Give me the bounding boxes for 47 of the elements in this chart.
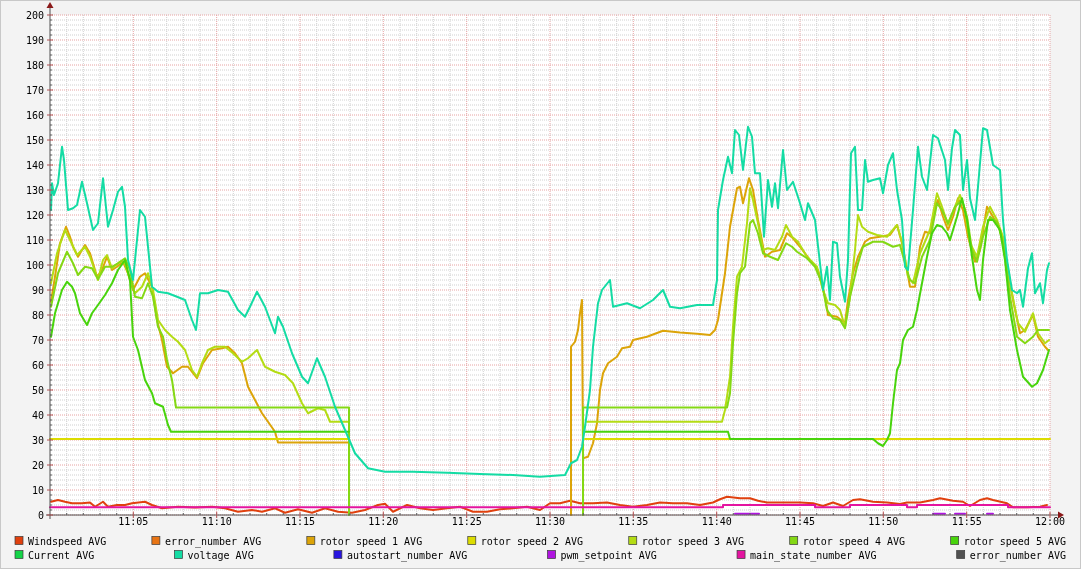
x-tick-label: 11:35 (618, 516, 649, 527)
x-tick-label: 12:00 (1034, 516, 1066, 527)
legend-label: Windspeed AVG (28, 535, 107, 547)
y-tick-label: 160 (25, 109, 44, 121)
y-tick-label: 170 (25, 84, 44, 96)
x-tick-label: 11:25 (451, 516, 482, 527)
y-tick-label: 110 (25, 234, 44, 246)
y-tick-label: 10 (31, 484, 44, 496)
y-tick-label: 150 (25, 134, 44, 146)
y-tick-label: 20 (31, 459, 44, 471)
y-tick-label: 40 (31, 409, 44, 421)
legend-label: rotor speed 4 AVG (802, 535, 906, 547)
y-tick-label: 120 (25, 209, 44, 221)
legend-label: voltage AVG (187, 549, 254, 561)
y-tick-label: 190 (25, 34, 44, 46)
x-tick-label: 11:50 (868, 516, 899, 527)
y-tick-label: 30 (31, 434, 44, 446)
y-tick-label: 130 (25, 184, 44, 196)
y-tick-label: 50 (31, 384, 44, 396)
legend-label: error_number AVG (969, 549, 1067, 562)
legend-label: autostart_number AVG (346, 549, 468, 562)
legend-label: pwm_setpoint AVG (560, 549, 657, 562)
y-tick-label: 60 (31, 359, 44, 371)
legend-label: rotor speed 3 AVG (641, 535, 745, 547)
x-tick-label: 11:05 (118, 516, 149, 527)
legend-label: rotor speed 1 AVG (319, 535, 423, 547)
line-series (50, 125, 1050, 478)
x-tick-label: 11:10 (201, 516, 232, 527)
x-tick-label: 11:55 (951, 516, 982, 527)
y-tick-label: 80 (31, 309, 44, 321)
legend-label: error_number AVG (164, 535, 262, 548)
y-tick-label: 70 (31, 334, 44, 346)
y-tick-label: 100 (25, 259, 44, 271)
legend-label: Current AVG (28, 549, 95, 561)
legend-label: rotor speed 2 AVG (480, 535, 584, 547)
y-tick-label: 200 (25, 9, 44, 21)
y-tick-label: 0 (37, 509, 44, 521)
legend-label: main_state_number AVG (750, 549, 877, 562)
x-tick-label: 11:30 (534, 516, 566, 527)
x-tick-label: 11:20 (368, 516, 399, 527)
x-tick-label: 11:45 (784, 516, 816, 527)
y-tick-label: 180 (25, 59, 44, 71)
legend-label: rotor speed 5 AVG (963, 535, 1067, 547)
x-tick-label: 11:15 (284, 516, 316, 527)
y-tick-label: 90 (31, 284, 44, 296)
y-tick-label: 140 (25, 159, 44, 171)
x-tick-label: 11:40 (701, 516, 732, 527)
